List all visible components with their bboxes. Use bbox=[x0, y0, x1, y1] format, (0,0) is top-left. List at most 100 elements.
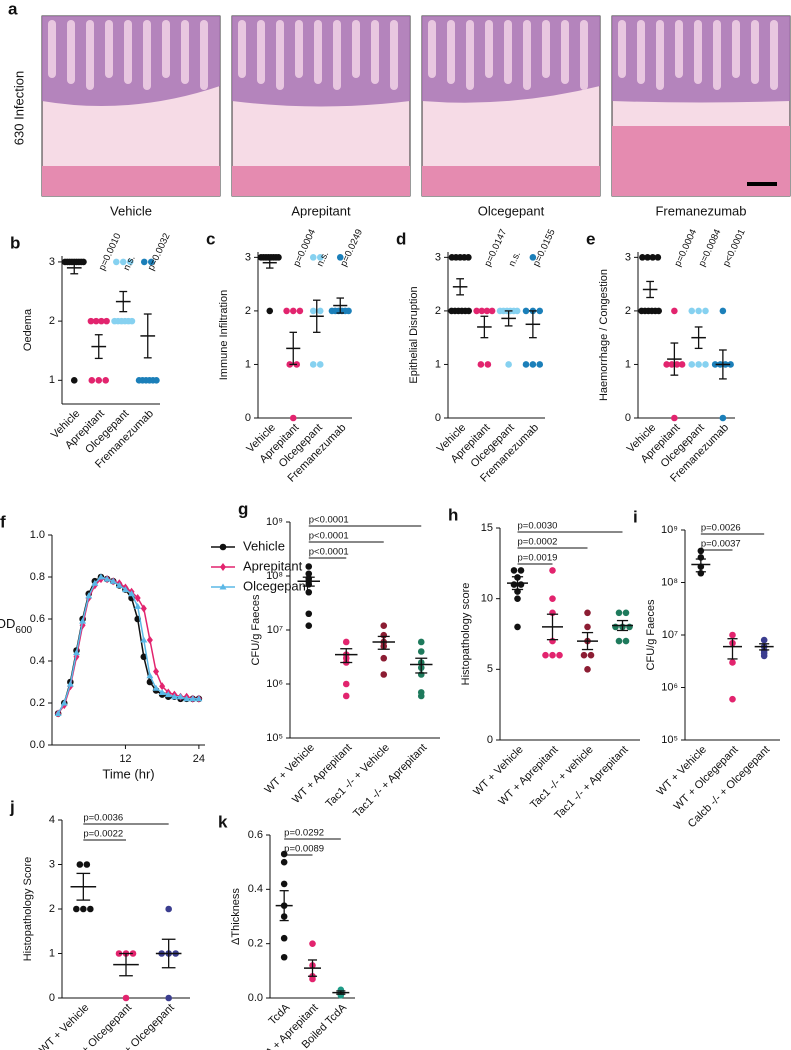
y-tick-label: 2 bbox=[49, 315, 55, 327]
y-tick-label: 3 bbox=[245, 251, 251, 263]
data-point bbox=[671, 307, 678, 315]
data-point bbox=[529, 361, 537, 368]
data-point bbox=[580, 651, 588, 659]
error-bar bbox=[480, 315, 489, 339]
data-point bbox=[655, 307, 663, 315]
data-point bbox=[663, 361, 670, 368]
series-line bbox=[57, 578, 199, 714]
y-tick-label: 0.4 bbox=[248, 883, 263, 895]
data-point bbox=[649, 254, 657, 261]
crypt bbox=[542, 20, 550, 78]
x-tick-label: WT + Aprepitant bbox=[496, 744, 560, 808]
marker bbox=[109, 577, 117, 584]
marker bbox=[140, 653, 148, 661]
annotation: n.s. bbox=[315, 250, 331, 269]
marker bbox=[189, 695, 197, 702]
data-point bbox=[417, 692, 425, 700]
marker bbox=[158, 689, 166, 695]
marker bbox=[121, 586, 129, 593]
crypt bbox=[751, 20, 759, 84]
data-point bbox=[513, 307, 521, 315]
crypt bbox=[694, 20, 702, 84]
x-tick-label: Tac1 -/- + vehicle bbox=[528, 744, 595, 811]
marker bbox=[97, 573, 105, 580]
data-point bbox=[380, 671, 388, 678]
y-tick-label: 1 bbox=[49, 947, 55, 959]
crypt bbox=[447, 20, 455, 84]
data-point bbox=[612, 623, 619, 631]
data-point bbox=[536, 307, 544, 315]
comparison-label: p<0.0001 bbox=[309, 515, 349, 526]
data-point bbox=[316, 307, 324, 315]
marker bbox=[140, 604, 147, 613]
crypt bbox=[48, 20, 56, 78]
crypt bbox=[143, 20, 151, 90]
data-point bbox=[702, 307, 709, 315]
data-point bbox=[514, 595, 521, 602]
annotation: p=0.0004 bbox=[672, 228, 699, 269]
crypt bbox=[523, 20, 531, 90]
error-bar bbox=[307, 959, 318, 977]
x-tick-label: 24 bbox=[193, 753, 205, 765]
y-axis-label: OD600 bbox=[0, 616, 33, 635]
y-axis-label: Histopathology Score bbox=[22, 857, 34, 962]
y-tick-label: 0.4 bbox=[30, 655, 45, 667]
marker bbox=[164, 691, 172, 698]
y-axis-label: Haemorrhage / Congestion bbox=[598, 269, 610, 401]
data-point bbox=[587, 651, 595, 659]
data-point bbox=[654, 254, 662, 261]
data-point bbox=[380, 654, 388, 662]
crypt bbox=[238, 20, 246, 78]
crypt bbox=[732, 20, 740, 78]
y-tick-label: 0.0 bbox=[248, 992, 263, 1004]
error-bar bbox=[161, 938, 176, 969]
error-bar bbox=[143, 313, 152, 359]
y-tick-label: 10⁸ bbox=[266, 570, 283, 582]
data-point bbox=[275, 254, 282, 261]
y-tick-label: 0 bbox=[245, 412, 251, 424]
crypt bbox=[618, 20, 626, 78]
data-point bbox=[70, 377, 78, 384]
data-point bbox=[584, 623, 591, 631]
y-tick-label: 0.2 bbox=[30, 697, 45, 709]
y-tick-label: 4 bbox=[49, 814, 55, 826]
panel-label: c bbox=[206, 229, 215, 248]
error-bar bbox=[670, 342, 679, 376]
x-tick-label: Tac1 -/- + Aprepitant bbox=[351, 742, 429, 820]
data-point bbox=[522, 307, 530, 315]
marker bbox=[134, 602, 142, 609]
data-point bbox=[289, 414, 297, 422]
error-bar bbox=[119, 952, 133, 977]
comparison-label: p=0.0002 bbox=[518, 537, 558, 548]
annotation: p=0.0010 bbox=[97, 232, 124, 273]
comparison-label: p=0.0022 bbox=[83, 829, 123, 840]
data-point bbox=[80, 905, 87, 913]
data-point bbox=[510, 567, 518, 574]
data-point bbox=[522, 361, 530, 368]
panel-label: a bbox=[8, 0, 18, 18]
data-point bbox=[584, 609, 591, 617]
y-tick-label: 10⁶ bbox=[661, 681, 678, 693]
data-point bbox=[128, 317, 136, 325]
marker bbox=[85, 592, 93, 599]
marker bbox=[103, 575, 111, 582]
annotation: p=0.0004 bbox=[291, 228, 318, 269]
comparison-label: p=0.0089 bbox=[284, 844, 324, 855]
error-bar bbox=[759, 643, 770, 651]
data-point bbox=[83, 861, 91, 868]
crypt bbox=[295, 20, 303, 78]
y-tick-label: 15 bbox=[481, 522, 493, 534]
data-point bbox=[484, 361, 492, 368]
data-point bbox=[760, 652, 768, 660]
error-bar bbox=[456, 278, 465, 296]
y-tick-label: 1 bbox=[435, 358, 441, 370]
panel-label: h bbox=[448, 505, 458, 524]
data-point bbox=[342, 692, 350, 700]
y-tick-label: 3 bbox=[625, 251, 631, 263]
error-bar bbox=[289, 331, 298, 366]
data-point bbox=[615, 637, 623, 645]
marker bbox=[170, 693, 178, 700]
data-point bbox=[615, 609, 623, 617]
error-bar bbox=[76, 872, 91, 901]
data-point bbox=[542, 651, 549, 659]
